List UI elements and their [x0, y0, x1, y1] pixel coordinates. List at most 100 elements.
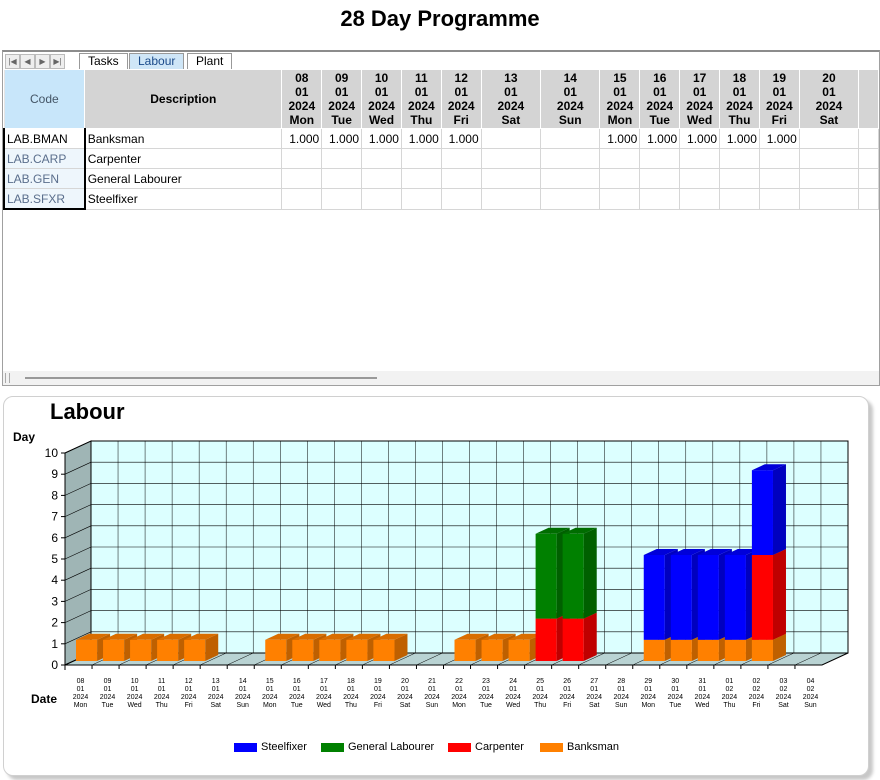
bar-segment-front[interactable] [319, 639, 341, 661]
table-row[interactable]: LAB.SFXR Steelfixer [3, 188, 879, 210]
quantity-cell[interactable] [540, 128, 601, 149]
quantity-cell[interactable] [540, 168, 601, 189]
bar-segment-front[interactable] [643, 555, 665, 640]
resource-description[interactable]: Steelfixer [84, 188, 283, 210]
bar-segment-front[interactable] [76, 639, 98, 661]
date-column-header[interactable]: 08 01 2024 Mon [281, 69, 323, 129]
date-column-header[interactable]: 13 01 2024 Sat [480, 69, 542, 129]
bar-segment-front[interactable] [751, 639, 773, 661]
quantity-cell[interactable] [440, 148, 482, 169]
quantity-cell[interactable] [400, 168, 442, 189]
quantity-cell[interactable] [798, 128, 860, 149]
legend-item[interactable]: Steelfixer [234, 741, 307, 753]
quantity-cell[interactable] [758, 168, 800, 189]
bar-segment-front[interactable] [643, 639, 665, 661]
bar-segment-front[interactable] [697, 639, 719, 661]
quantity-cell[interactable]: 1.000 [679, 128, 721, 149]
date-column-header[interactable]: 20 01 2024 Sat [798, 69, 860, 129]
quantity-cell[interactable] [719, 168, 760, 189]
legend-item[interactable]: Banksman [540, 741, 619, 753]
next-sheet-icon[interactable]: ▶ [35, 54, 50, 69]
quantity-cell[interactable]: 1.000 [639, 128, 681, 149]
quantity-cell[interactable] [599, 168, 641, 189]
bar-segment-front[interactable] [562, 533, 584, 619]
quantity-cell[interactable]: 1.000 [599, 128, 641, 149]
date-column-header[interactable]: 15 01 2024 Mon [599, 69, 641, 129]
bar-segment-front[interactable] [697, 555, 719, 640]
quantity-cell[interactable] [281, 188, 323, 210]
bar-segment-front[interactable] [670, 639, 692, 661]
bar-segment-front[interactable] [751, 555, 773, 640]
resource-code[interactable]: LAB.CARP [3, 148, 86, 169]
quantity-cell[interactable] [281, 168, 323, 189]
legend-item[interactable]: Carpenter [448, 741, 524, 753]
resource-description[interactable]: General Labourer [84, 168, 283, 189]
bar-segment-front[interactable] [454, 639, 476, 661]
quantity-cell[interactable] [679, 168, 721, 189]
prev-sheet-icon[interactable]: ◀ [20, 54, 35, 69]
quantity-cell[interactable] [321, 188, 363, 210]
quantity-cell[interactable] [639, 148, 681, 169]
date-column-header[interactable]: 19 01 2024 Fri [758, 69, 800, 129]
bar-segment-front[interactable] [346, 639, 368, 661]
tab-plant[interactable]: Plant [187, 53, 233, 69]
quantity-cell[interactable] [540, 188, 601, 210]
quantity-cell[interactable] [798, 188, 860, 210]
quantity-cell[interactable]: 1.000 [281, 128, 323, 149]
resource-code[interactable]: LAB.SFXR [3, 188, 86, 210]
bar-segment-front[interactable] [508, 639, 530, 661]
bar-segment-front[interactable] [751, 470, 773, 555]
date-column-header[interactable]: 17 01 2024 Wed [679, 69, 721, 129]
quantity-cell[interactable] [719, 148, 760, 169]
bar-segment-front[interactable] [157, 639, 179, 661]
date-column-header[interactable]: 12 01 2024 Fri [440, 69, 482, 129]
quantity-cell[interactable] [361, 188, 402, 210]
bar-segment-front[interactable] [535, 533, 557, 619]
quantity-cell[interactable] [679, 148, 721, 169]
quantity-cell[interactable] [321, 148, 363, 169]
quantity-cell[interactable]: 1.000 [440, 128, 482, 149]
resource-code[interactable]: LAB.GEN [3, 168, 86, 189]
date-column-header[interactable]: 16 01 2024 Tue [639, 69, 681, 129]
quantity-cell[interactable] [719, 188, 760, 210]
first-sheet-icon[interactable]: |◀ [5, 54, 20, 69]
quantity-cell[interactable] [798, 168, 860, 189]
table-row[interactable]: LAB.GEN General Labourer [3, 168, 879, 189]
quantity-cell[interactable] [400, 148, 442, 169]
quantity-cell[interactable] [679, 188, 721, 210]
tab-labour[interactable]: Labour [129, 53, 185, 69]
description-column-header[interactable]: Description [84, 69, 283, 129]
quantity-cell[interactable] [480, 168, 542, 189]
quantity-cell[interactable] [361, 148, 402, 169]
bar-segment-front[interactable] [535, 618, 557, 661]
quantity-cell[interactable] [599, 188, 641, 210]
quantity-cell[interactable] [281, 148, 323, 169]
quantity-cell[interactable] [440, 168, 482, 189]
date-column-header[interactable]: 09 01 2024 Tue [321, 69, 363, 129]
quantity-cell[interactable] [798, 148, 860, 169]
bar-segment-front[interactable] [265, 639, 287, 661]
legend-item[interactable]: General Labourer [321, 741, 434, 753]
resource-description[interactable]: Banksman [84, 128, 283, 149]
date-column-header[interactable]: 14 01 2024 Sun [540, 69, 601, 129]
quantity-cell[interactable] [758, 148, 800, 169]
quantity-cell[interactable] [599, 148, 641, 169]
quantity-cell[interactable] [480, 128, 542, 149]
scroll-thumb[interactable] [25, 377, 377, 379]
bar-segment-front[interactable] [670, 555, 692, 640]
quantity-cell[interactable]: 1.000 [361, 128, 402, 149]
table-row[interactable]: LAB.CARP Carpenter [3, 148, 879, 169]
bar-segment-front[interactable] [481, 639, 503, 661]
date-column-header[interactable]: 18 01 2024 Thu [719, 69, 760, 129]
bar-segment-front[interactable] [292, 639, 314, 661]
quantity-cell[interactable] [321, 168, 363, 189]
resource-code[interactable]: LAB.BMAN [3, 128, 86, 149]
bar-segment-front[interactable] [724, 639, 746, 661]
quantity-cell[interactable] [480, 188, 542, 210]
scroll-grip-icon[interactable] [5, 373, 10, 383]
horizontal-scrollbar[interactable] [3, 371, 879, 385]
bar-segment-front[interactable] [130, 639, 152, 661]
quantity-cell[interactable]: 1.000 [321, 128, 363, 149]
quantity-cell[interactable] [758, 188, 800, 210]
quantity-cell[interactable] [540, 148, 601, 169]
